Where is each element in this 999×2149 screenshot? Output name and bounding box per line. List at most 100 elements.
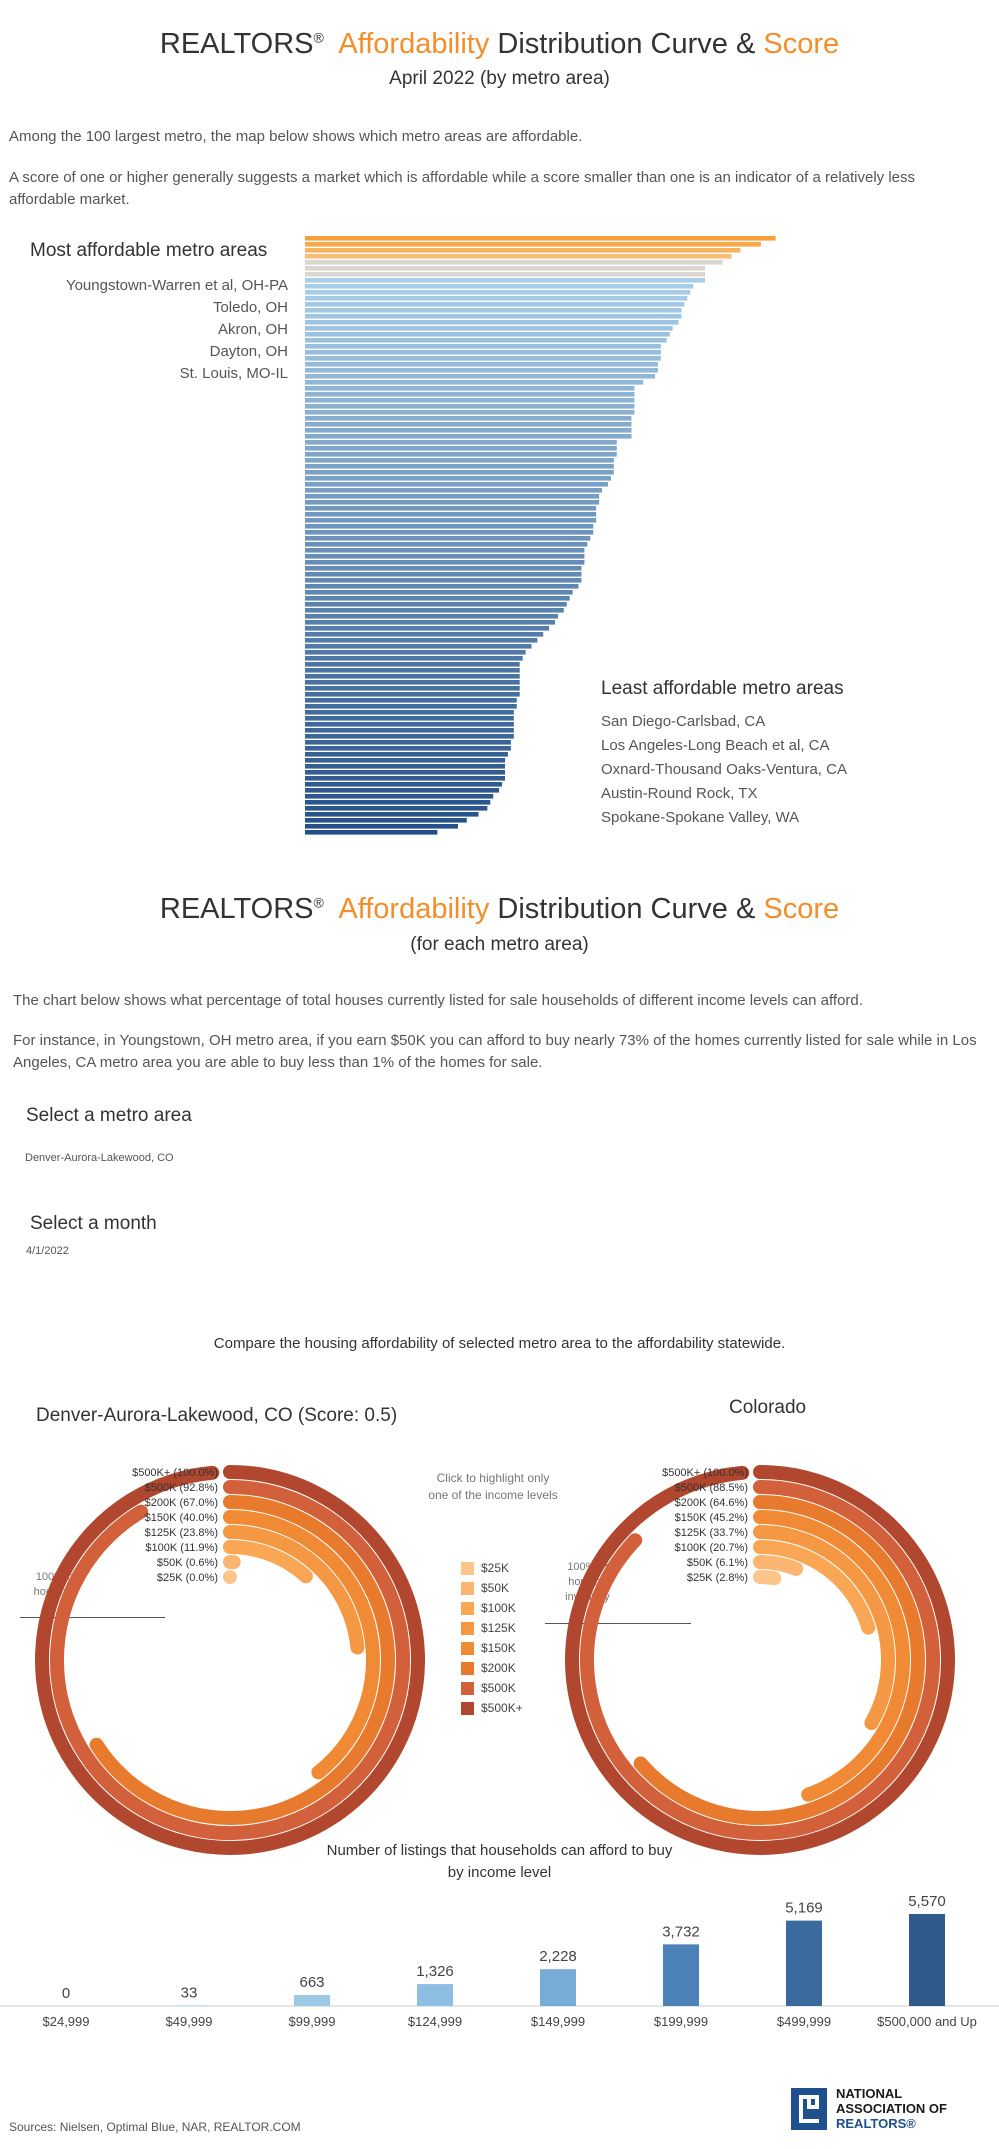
score-bar[interactable] xyxy=(305,326,673,331)
score-bar[interactable] xyxy=(305,416,632,421)
score-bar[interactable] xyxy=(305,698,517,703)
donut-ring[interactable] xyxy=(565,1465,955,1855)
score-bar[interactable] xyxy=(305,308,682,313)
score-bar[interactable] xyxy=(305,254,732,259)
score-bar[interactable] xyxy=(305,704,517,709)
select-metro-dropdown[interactable]: Denver-Aurora-Lakewood, CO xyxy=(25,1152,174,1164)
donut-ring[interactable] xyxy=(753,1525,895,1731)
score-bar[interactable] xyxy=(305,374,655,379)
legend-item[interactable]: $500K+ xyxy=(461,1698,523,1718)
score-bar[interactable] xyxy=(305,560,585,565)
score-bar[interactable] xyxy=(305,242,761,247)
score-bar[interactable] xyxy=(305,710,514,715)
score-bar[interactable] xyxy=(305,338,667,343)
score-bar[interactable] xyxy=(305,662,520,667)
listings-bar[interactable] xyxy=(294,1995,330,2006)
score-bar[interactable] xyxy=(305,578,582,583)
legend-item[interactable]: $500K xyxy=(461,1678,523,1698)
score-bar[interactable] xyxy=(305,476,611,481)
score-bar[interactable] xyxy=(305,692,520,697)
score-bar[interactable] xyxy=(305,452,617,457)
score-bar[interactable] xyxy=(305,404,635,409)
donut-ring[interactable] xyxy=(50,1480,410,1840)
score-bar[interactable] xyxy=(305,644,532,649)
score-bar[interactable] xyxy=(305,830,438,835)
score-bar[interactable] xyxy=(305,524,594,529)
donut-ring[interactable] xyxy=(223,1510,380,1780)
score-bar[interactable] xyxy=(305,806,488,811)
score-bar[interactable] xyxy=(305,674,520,679)
score-bar[interactable] xyxy=(305,614,558,619)
score-bar[interactable] xyxy=(305,440,617,445)
score-bar[interactable] xyxy=(305,248,741,253)
donut-ring[interactable] xyxy=(633,1495,925,1825)
score-bar[interactable] xyxy=(305,368,658,373)
donut-ring[interactable] xyxy=(753,1540,876,1635)
score-bar[interactable] xyxy=(305,668,520,673)
score-bar[interactable] xyxy=(305,428,632,433)
score-bar[interactable] xyxy=(305,728,514,733)
score-bar[interactable] xyxy=(305,482,608,487)
score-bar[interactable] xyxy=(305,602,567,607)
score-bar[interactable] xyxy=(305,800,491,805)
score-bar[interactable] xyxy=(305,782,503,787)
listings-bar[interactable] xyxy=(786,1920,822,2006)
score-bar[interactable] xyxy=(305,278,705,283)
score-bar[interactable] xyxy=(305,584,579,589)
score-bar[interactable] xyxy=(305,512,597,517)
score-bar[interactable] xyxy=(305,332,670,337)
donut-ring[interactable] xyxy=(580,1480,940,1840)
score-bar[interactable] xyxy=(305,488,603,493)
score-bar[interactable] xyxy=(305,470,614,475)
score-bar[interactable] xyxy=(305,740,511,745)
score-bar[interactable] xyxy=(305,356,661,361)
score-bar[interactable] xyxy=(305,554,585,559)
score-bar[interactable] xyxy=(305,770,505,775)
score-bar[interactable] xyxy=(305,536,591,541)
listings-bar[interactable] xyxy=(171,2005,207,2006)
score-bar[interactable] xyxy=(305,458,614,463)
score-bar[interactable] xyxy=(305,260,723,265)
score-bar[interactable] xyxy=(305,344,661,349)
score-bar[interactable] xyxy=(305,596,570,601)
score-bar[interactable] xyxy=(305,410,635,415)
score-bar[interactable] xyxy=(305,350,661,355)
metro-donut-chart[interactable]: $500K+ (100.0%) $500K (92.8%) $200K (67.0%… xyxy=(20,1445,440,1865)
score-bar[interactable] xyxy=(305,650,526,655)
score-bar[interactable] xyxy=(305,434,632,439)
score-bar[interactable] xyxy=(305,746,511,751)
score-bar[interactable] xyxy=(305,266,705,271)
score-bar[interactable] xyxy=(305,722,514,727)
score-bar[interactable] xyxy=(305,398,635,403)
donut-ring[interactable] xyxy=(89,1495,395,1825)
score-bar[interactable] xyxy=(305,494,600,499)
score-bar[interactable] xyxy=(305,812,479,817)
score-bar[interactable] xyxy=(305,776,505,781)
state-donut-chart[interactable]: $500K+ (100.0%) $500K (88.5%) $200K (64.6%… xyxy=(550,1445,970,1865)
score-bar[interactable] xyxy=(305,542,588,547)
legend-item[interactable]: $150K xyxy=(461,1638,523,1658)
score-bar[interactable] xyxy=(305,548,585,553)
legend-item[interactable]: $100K xyxy=(461,1598,523,1618)
score-bar[interactable] xyxy=(305,818,467,823)
score-bar[interactable] xyxy=(305,788,500,793)
score-bar[interactable] xyxy=(305,632,544,637)
score-bar[interactable] xyxy=(305,764,505,769)
legend-item[interactable]: $200K xyxy=(461,1658,523,1678)
legend-item[interactable]: $125K xyxy=(461,1618,523,1638)
score-bar[interactable] xyxy=(305,272,705,277)
score-bar[interactable] xyxy=(305,752,508,757)
select-month-dropdown[interactable]: 4/1/2022 xyxy=(26,1245,69,1257)
score-bar[interactable] xyxy=(305,680,520,685)
listings-bar[interactable] xyxy=(417,1984,453,2006)
score-bar[interactable] xyxy=(305,392,635,397)
score-bar[interactable] xyxy=(305,518,597,523)
score-bar[interactable] xyxy=(305,386,635,391)
score-bar[interactable] xyxy=(305,314,682,319)
score-bar[interactable] xyxy=(305,464,614,469)
donut-ring[interactable] xyxy=(35,1465,425,1855)
legend-item[interactable]: $25K xyxy=(461,1558,523,1578)
donut-ring[interactable] xyxy=(223,1525,365,1655)
score-bar[interactable] xyxy=(305,656,523,661)
score-bar[interactable] xyxy=(305,320,679,325)
